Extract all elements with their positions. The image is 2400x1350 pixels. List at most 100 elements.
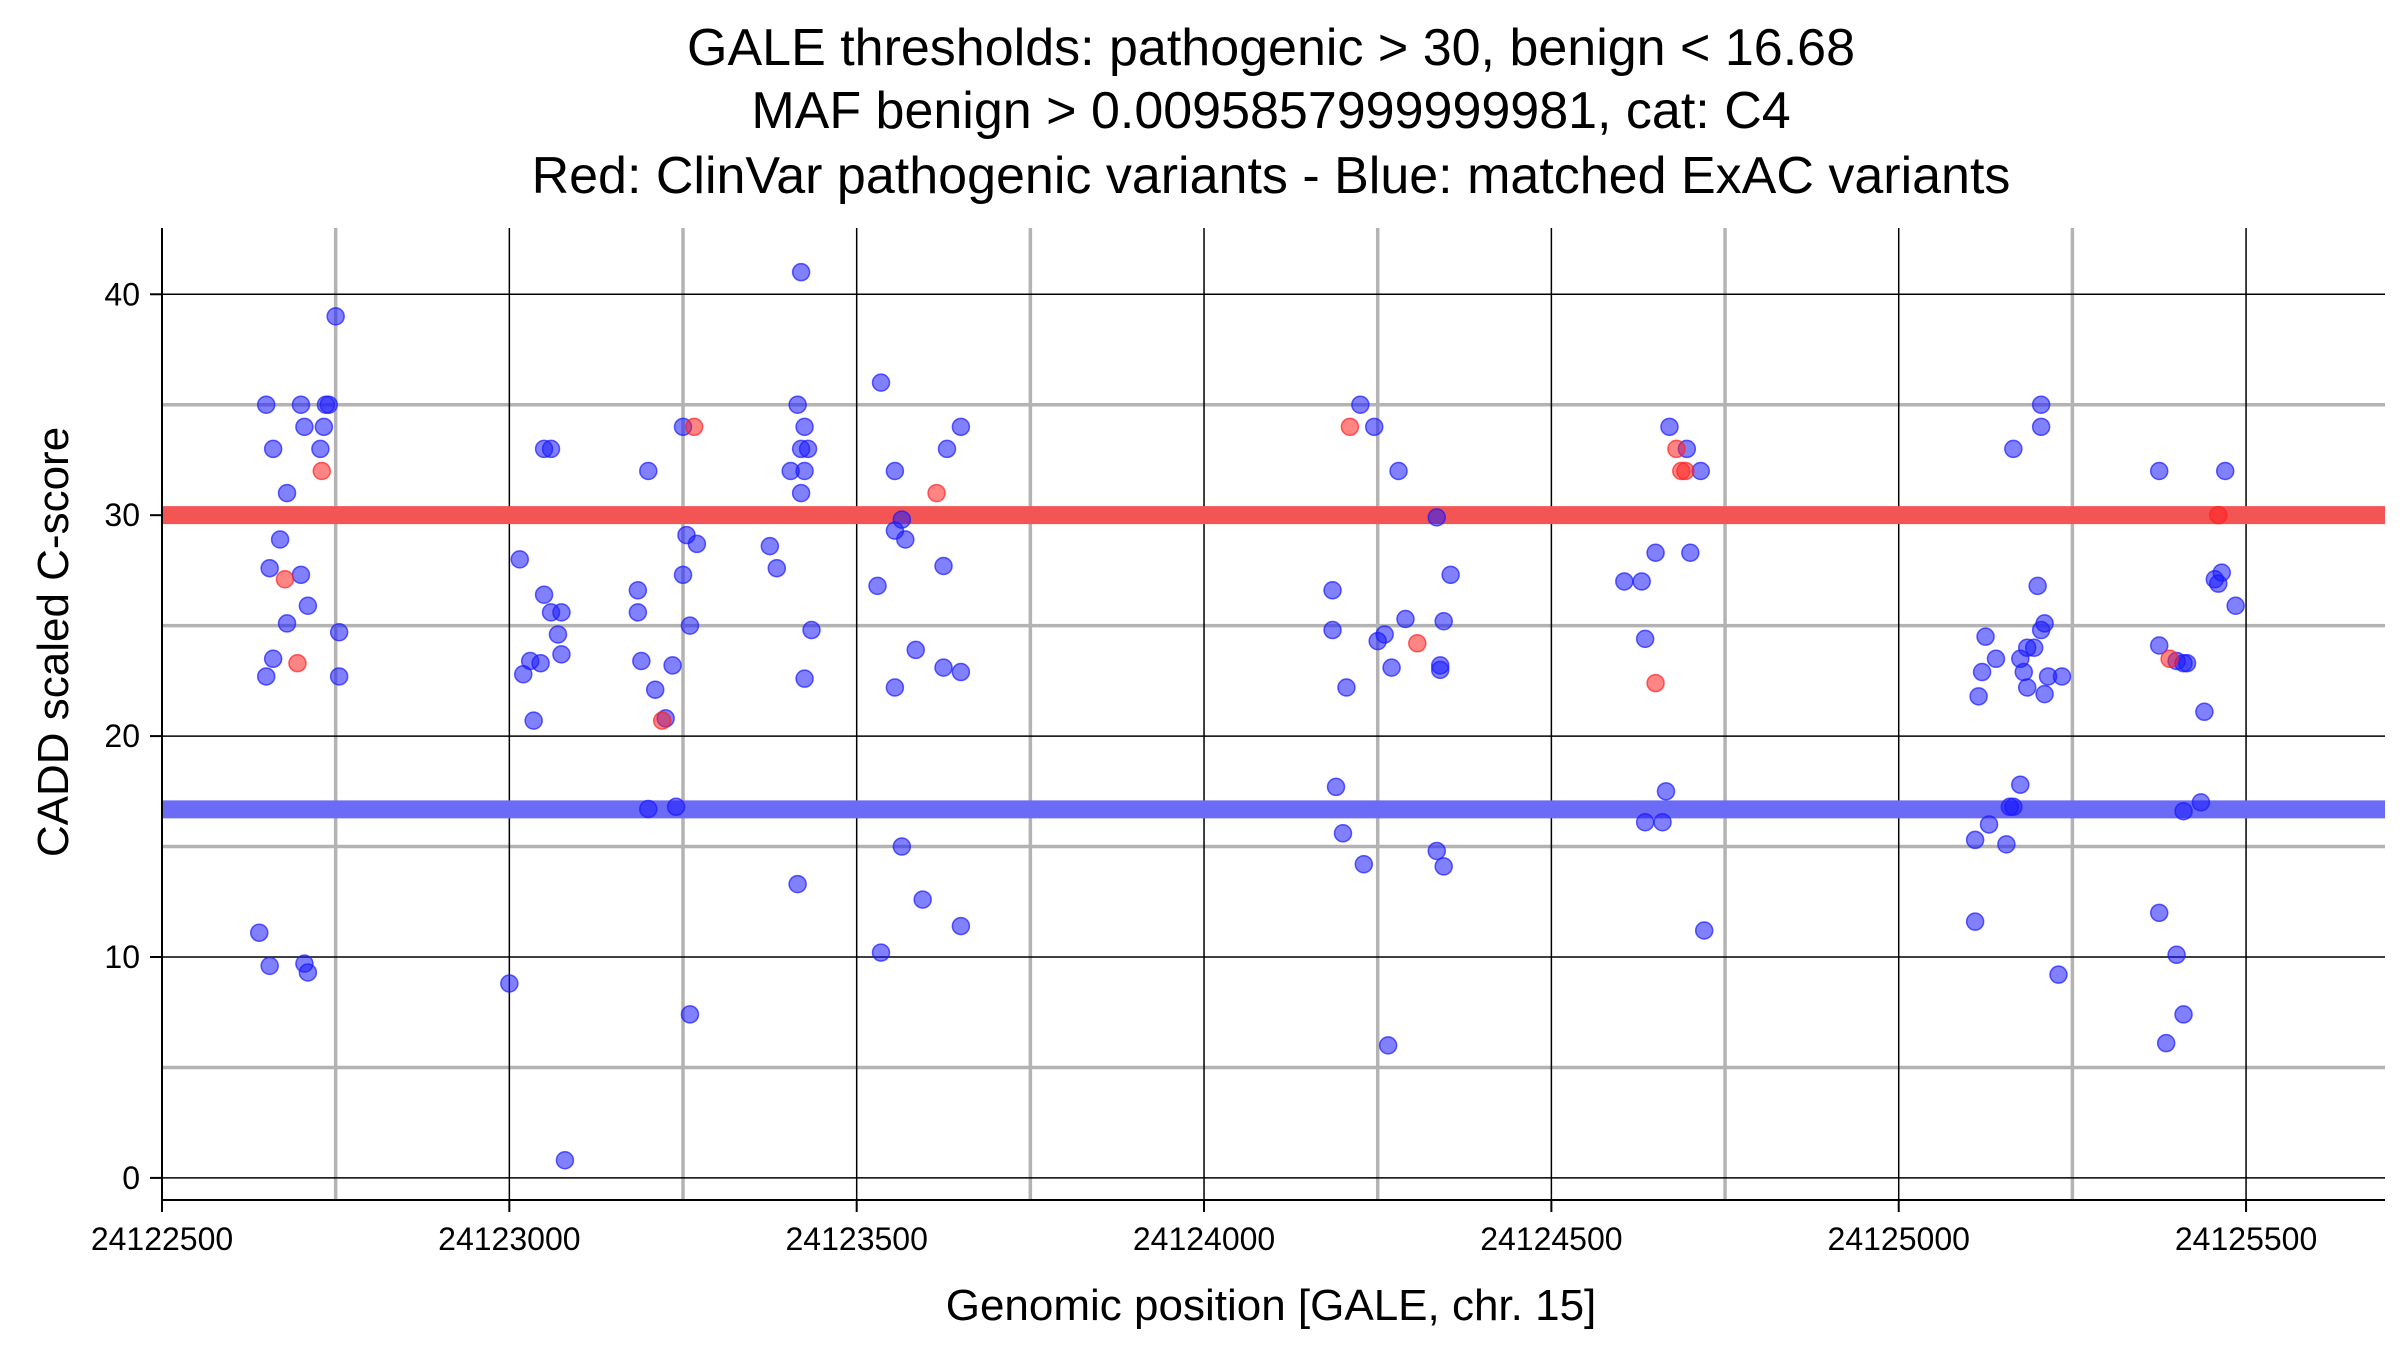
data-point xyxy=(1986,649,2006,669)
data-point xyxy=(632,651,651,671)
data-point xyxy=(666,797,686,817)
data-point xyxy=(1382,658,1401,677)
data-point xyxy=(2024,638,2044,657)
data-point xyxy=(531,653,550,673)
data-point xyxy=(871,943,891,962)
data-point xyxy=(1969,687,1988,706)
data-point xyxy=(795,669,814,688)
data-point xyxy=(663,656,682,675)
data-point xyxy=(1653,812,1672,832)
data-point xyxy=(1646,543,1665,562)
data-point xyxy=(263,649,283,669)
chart-title-line-2: MAF benign > 0.0095857999999981, cat: C4 xyxy=(751,82,1790,140)
data-point xyxy=(1681,543,1700,562)
data-point xyxy=(1646,673,1665,693)
x-tick-label: 24122500 xyxy=(91,1221,233,1257)
data-point xyxy=(256,395,276,414)
data-point xyxy=(2004,439,2023,459)
data-point xyxy=(885,678,905,697)
data-point xyxy=(1326,777,1346,797)
data-point xyxy=(1441,565,1460,585)
data-point xyxy=(2011,775,2030,794)
data-point xyxy=(288,653,307,673)
data-point xyxy=(639,799,658,819)
data-point xyxy=(314,417,334,437)
data-point xyxy=(2191,793,2211,812)
data-point xyxy=(760,536,780,556)
data-point xyxy=(1378,1036,1398,1055)
data-point xyxy=(1354,854,1374,874)
data-point xyxy=(934,658,953,677)
y-axis-title: CADD scaled C-score xyxy=(29,427,78,857)
x-tick-label: 24125000 xyxy=(1828,1221,1970,1257)
data-point xyxy=(673,565,693,585)
data-point xyxy=(1667,439,1686,459)
data-point xyxy=(326,307,345,326)
data-point xyxy=(298,963,318,982)
data-point xyxy=(791,262,811,282)
data-point xyxy=(1430,660,1450,680)
data-point xyxy=(645,680,665,699)
data-point xyxy=(1976,627,1995,646)
data-point xyxy=(1434,611,1453,631)
data-point xyxy=(951,662,971,682)
data-point xyxy=(767,558,787,578)
data-point xyxy=(1635,812,1655,832)
data-point xyxy=(1979,815,1999,834)
data-point xyxy=(687,534,707,554)
data-point xyxy=(275,569,295,589)
data-point xyxy=(2209,505,2228,525)
data-point xyxy=(500,974,519,993)
data-point xyxy=(291,565,311,585)
data-point xyxy=(1333,824,1353,843)
data-point xyxy=(291,395,311,414)
data-point xyxy=(260,558,279,578)
data-point xyxy=(2174,801,2193,821)
data-point xyxy=(541,439,561,459)
x-tick-label: 24123500 xyxy=(786,1221,928,1257)
data-point xyxy=(1364,417,1384,437)
data-point xyxy=(892,837,912,856)
data-point xyxy=(934,556,953,576)
data-point xyxy=(1676,461,1695,481)
data-point xyxy=(791,483,811,503)
data-point xyxy=(1323,620,1342,640)
y-tick-label: 0 xyxy=(122,1160,140,1196)
x-tick-label: 24123000 xyxy=(438,1221,580,1257)
data-point xyxy=(951,916,971,936)
data-point xyxy=(795,417,814,437)
data-point xyxy=(277,483,297,503)
data-point xyxy=(2049,965,2068,984)
data-point xyxy=(798,439,818,459)
data-point xyxy=(2149,461,2169,481)
x-axis-title: Genomic position [GALE, chr. 15] xyxy=(946,1281,1597,1330)
grid-layer xyxy=(161,228,2385,1200)
data-point xyxy=(1965,830,1985,850)
data-point xyxy=(2149,903,2169,923)
data-point xyxy=(2209,574,2228,593)
data-point xyxy=(510,550,530,569)
data-point xyxy=(1635,629,1655,649)
data-point xyxy=(2160,649,2179,669)
data-point xyxy=(534,585,554,604)
data-point xyxy=(1340,417,1360,437)
x-tick-label: 24125500 xyxy=(2175,1221,2317,1257)
data-point xyxy=(2004,797,2023,817)
data-point xyxy=(2014,662,2034,682)
data-point xyxy=(906,640,925,660)
data-point xyxy=(260,956,279,976)
data-point xyxy=(1965,912,1985,931)
data-point xyxy=(937,439,957,459)
data-point xyxy=(552,645,571,664)
data-point xyxy=(927,483,946,503)
data-point xyxy=(312,461,332,481)
data-point xyxy=(680,1005,700,1024)
data-point xyxy=(896,530,915,549)
data-point xyxy=(868,576,887,596)
data-point xyxy=(2149,636,2169,655)
data-point xyxy=(1972,662,1992,682)
data-point xyxy=(788,395,807,414)
data-point xyxy=(2226,596,2245,616)
data-point xyxy=(639,461,658,481)
